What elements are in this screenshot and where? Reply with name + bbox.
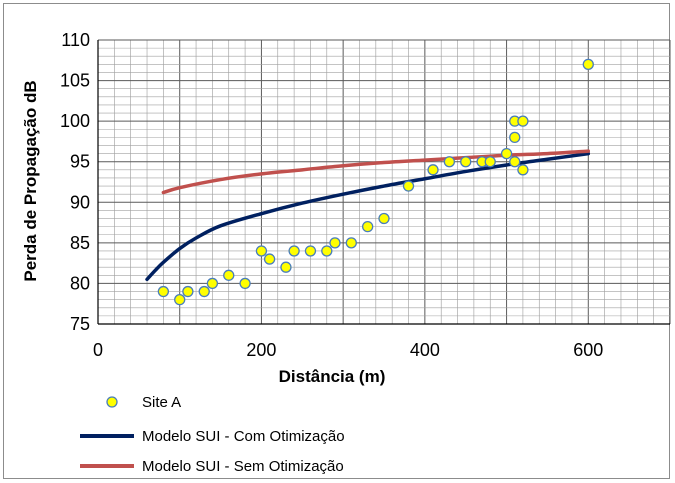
data-point (500, 147, 513, 160)
x-axis-title: Distância (m) (279, 367, 386, 386)
data-point (517, 115, 529, 127)
legend-label-sem-otimizacao: Modelo SUI - Sem Otimização (142, 458, 344, 475)
data-point (427, 164, 439, 176)
x-tick-labels: 0 200 400 600 (93, 340, 603, 360)
data-point (509, 156, 521, 168)
y-tick-labels: 75 80 85 90 95 100 105 110 (60, 30, 90, 334)
legend-item-sem-otimizacao: Modelo SUI - Sem Otimização (80, 458, 344, 475)
data-point (582, 58, 594, 70)
data-point (182, 285, 194, 298)
series-line-1 (145, 151, 591, 282)
y-tick-label: 80 (70, 273, 90, 293)
data-point (509, 131, 521, 144)
legend-label-com-otimizacao: Modelo SUI - Com Otimização (142, 428, 345, 445)
legend-item-site-a: Site A (106, 394, 181, 411)
x-tick-label: 600 (573, 340, 603, 360)
y-tick-label: 75 (70, 314, 90, 334)
data-point (206, 277, 219, 290)
data-point (239, 277, 251, 290)
y-tick-label: 95 (70, 152, 90, 172)
data-point (223, 269, 235, 281)
legend: Site A Modelo SUI - Com Otimização Model… (80, 394, 345, 475)
y-axis-title: Perda de Propagação dB (21, 80, 40, 281)
data-point (304, 245, 317, 257)
legend-item-com-otimizacao: Modelo SUI - Com Otimização (80, 428, 345, 445)
data-point (198, 285, 210, 298)
legend-marker-site-a (106, 396, 118, 408)
data-point (288, 245, 300, 257)
data-point (263, 253, 276, 265)
series-points (157, 58, 594, 306)
data-point (484, 156, 496, 168)
data-point (378, 212, 390, 225)
data-point (362, 220, 374, 233)
data-point (460, 156, 472, 168)
data-point (174, 294, 186, 306)
y-tick-label: 85 (70, 233, 90, 253)
data-point (517, 164, 529, 176)
legend-label-site-a: Site A (142, 394, 181, 411)
data-point (402, 180, 415, 192)
data-point (443, 156, 456, 168)
x-tick-label: 200 (246, 340, 276, 360)
data-point (157, 285, 170, 298)
data-point (321, 245, 333, 257)
grid-lines (97, 39, 671, 325)
data-point (280, 261, 292, 273)
data-point (255, 245, 268, 257)
x-tick-label: 0 (93, 340, 103, 360)
data-point (345, 237, 357, 249)
x-tick-label: 400 (410, 340, 440, 360)
data-point (329, 237, 341, 249)
y-tick-label: 90 (70, 192, 90, 212)
y-tick-label: 105 (60, 71, 90, 91)
axes (97, 40, 670, 325)
y-tick-label: 100 (60, 111, 90, 131)
y-tick-label: 110 (61, 30, 90, 50)
